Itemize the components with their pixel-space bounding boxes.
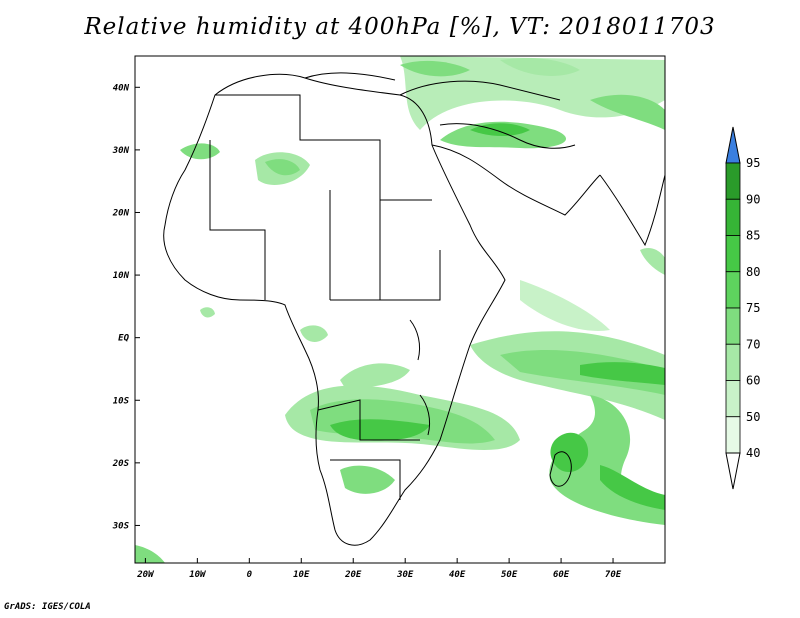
- longitude-axis: 20W 10W 0 10E 20E 30E 40E 50E 60E 70E: [136, 558, 622, 580]
- latitude-axis: 40N 30N 20N 10N EQ 10S 20S 30S: [112, 83, 140, 531]
- colorbar-swatch: [725, 416, 741, 454]
- colorbar-swatch: [725, 343, 741, 381]
- humidity-shading: [135, 56, 665, 563]
- lon-tick-label: 50E: [501, 570, 518, 580]
- colorbar-swatch: [725, 198, 741, 236]
- lon-tick-label: 10W: [189, 570, 207, 580]
- lat-tick-label: 10N: [113, 271, 130, 281]
- colorbar-level-label: 85: [746, 229, 760, 243]
- map-title: Relative humidity at 400hPa [%], VT: 201…: [84, 14, 716, 40]
- credit-text: GrADS: IGES/COLA: [4, 602, 91, 612]
- lon-tick-label: 60E: [553, 570, 570, 580]
- colorbar-swatch: [725, 380, 741, 418]
- colorbar-level-label: 75: [746, 301, 760, 315]
- lon-tick-label: 20E: [344, 570, 362, 580]
- lon-tick-label: 10E: [293, 570, 310, 580]
- lat-tick-label: 40N: [113, 83, 130, 93]
- colorbar-level-label: 50: [746, 410, 760, 424]
- colorbar-swatch: [725, 162, 741, 200]
- colorbar-level-label: 90: [746, 192, 760, 206]
- colorbar-level-label: 60: [746, 374, 760, 388]
- lat-tick-label: 30N: [112, 146, 130, 156]
- colorbar-swatch: [725, 271, 741, 309]
- colorbar-level-label: 80: [746, 265, 760, 279]
- lon-tick-label: 0: [247, 570, 253, 580]
- coastlines: [163, 72, 665, 546]
- lon-tick-label: 40E: [449, 570, 466, 580]
- colorbar-level-label: 40: [746, 446, 760, 460]
- lat-tick-label: 20N: [112, 208, 130, 218]
- lat-tick-label: EQ: [118, 334, 129, 344]
- lat-tick-label: 20S: [112, 459, 130, 469]
- colorbar-swatch: [725, 307, 741, 345]
- lat-tick-label: 10S: [113, 396, 130, 406]
- colorbar-level-label: 95: [746, 156, 760, 170]
- lat-tick-label: 30S: [112, 521, 130, 531]
- lon-tick-label: 30E: [396, 570, 414, 580]
- colorbar: 95 90 85 80 75 70 60 50 40: [725, 126, 760, 490]
- colorbar-level-label: 70: [746, 337, 760, 351]
- colorbar-bottom-arrow: [725, 452, 741, 490]
- lon-tick-label: 20W: [136, 570, 155, 580]
- colorbar-top-arrow: [725, 126, 741, 164]
- map-frame: [134, 55, 666, 564]
- lon-tick-label: 70E: [605, 570, 622, 580]
- colorbar-swatch: [725, 235, 741, 273]
